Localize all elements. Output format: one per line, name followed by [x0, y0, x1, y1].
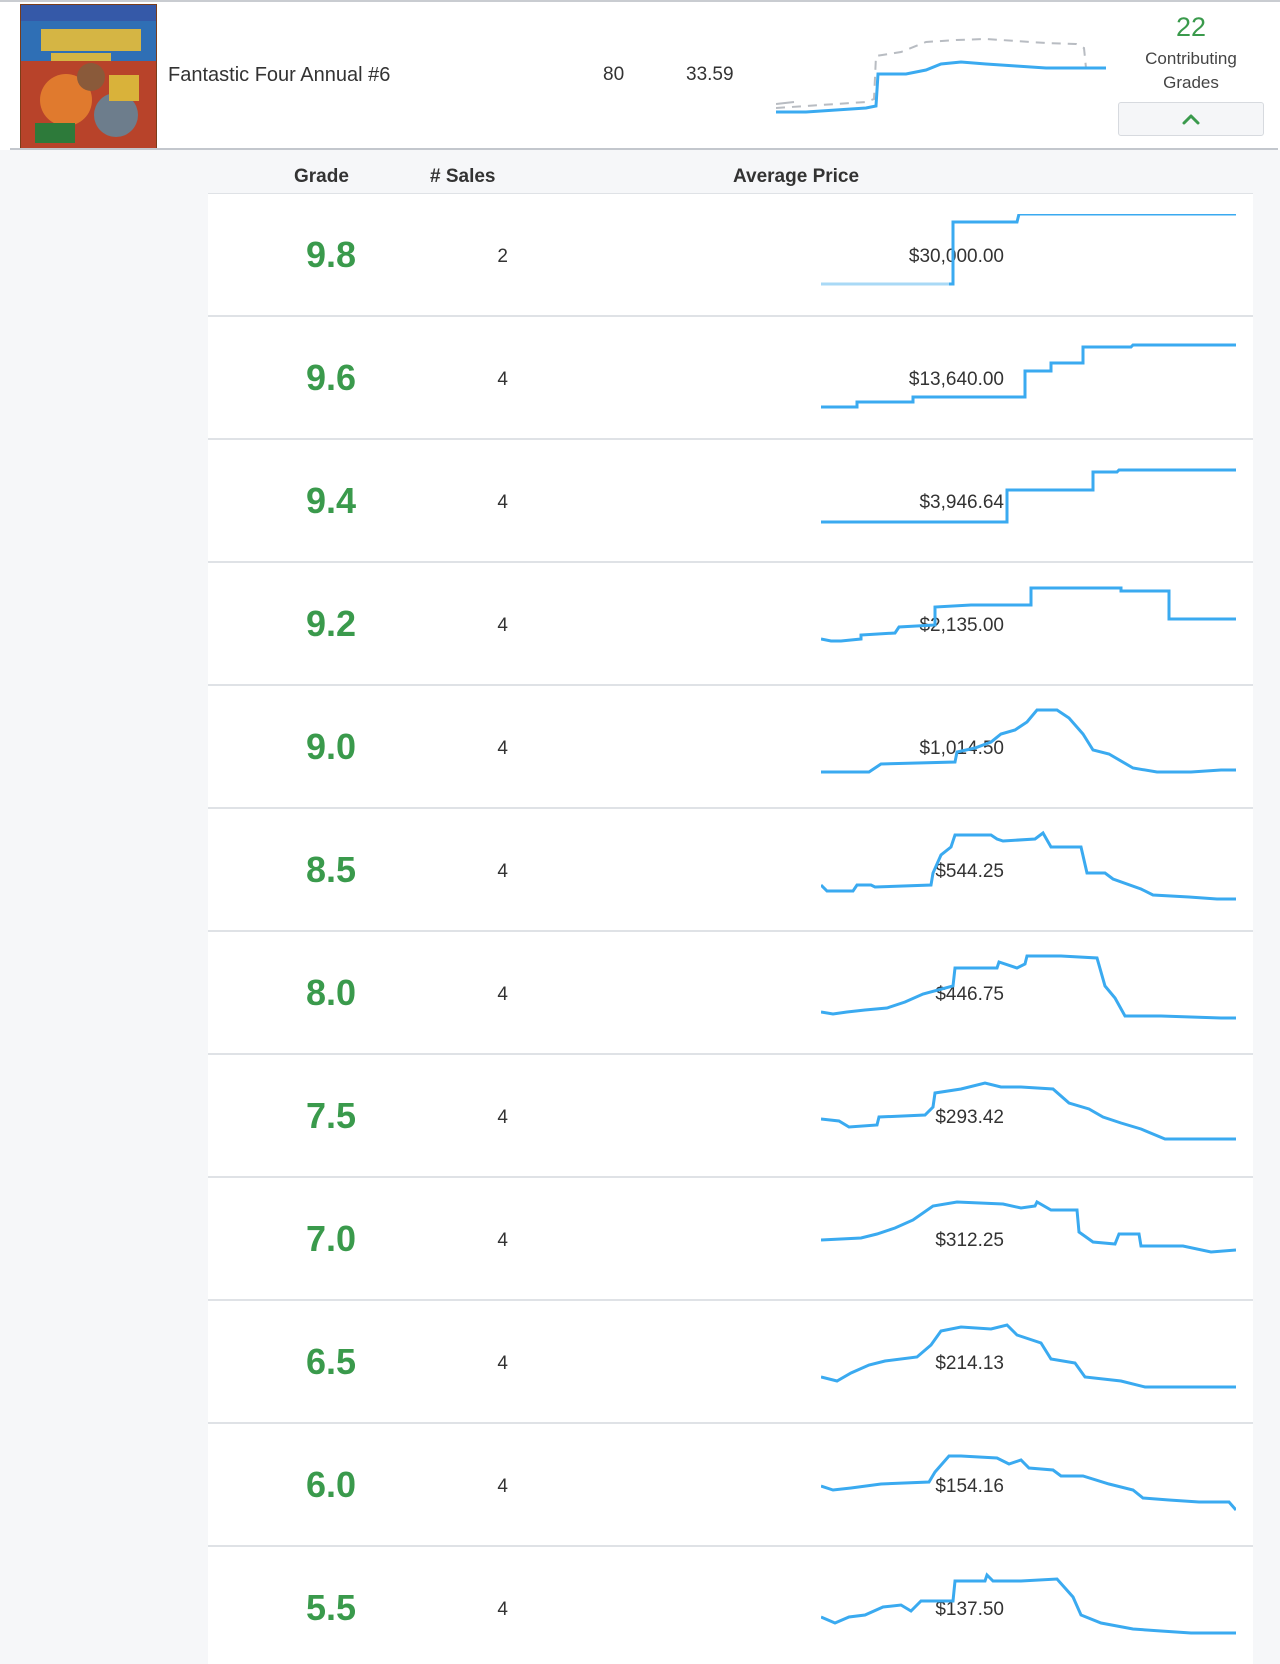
grade-sparkline	[821, 468, 1236, 524]
grade-average-price: $3,946.64	[919, 492, 1004, 513]
grade-sparkline	[821, 343, 1236, 409]
grade-row[interactable]: 7.5 4 $293.42	[208, 1055, 1253, 1178]
grade-row[interactable]: 9.8 2 $30,000.00	[208, 194, 1253, 317]
contributing-grades: 22 Contributing Grades	[1118, 12, 1264, 95]
grade-value: 9.4	[305, 480, 356, 521]
grade-sales-count: 4	[497, 1230, 508, 1251]
comic-title[interactable]: Fantastic Four Annual #6	[168, 64, 391, 86]
grade-row[interactable]: 8.5 4 $544.25	[208, 809, 1253, 932]
summary-divider	[10, 148, 1278, 150]
header-sales: # Sales	[430, 166, 496, 187]
grade-average-price: $1,014.50	[919, 738, 1004, 759]
grade-sparkline	[821, 1199, 1236, 1254]
grade-value: 6.0	[305, 1464, 356, 1505]
grade-value: 6.5	[305, 1341, 356, 1382]
grade-sales-count: 4	[497, 1599, 508, 1620]
comic-cover-thumbnail[interactable]	[20, 4, 157, 150]
comic-summary-row[interactable]: Fantastic Four Annual #6 80 33.59 22 Con…	[0, 2, 1280, 150]
grade-sales-count: 4	[497, 615, 508, 636]
grade-row[interactable]: 9.4 4 $3,946.64	[208, 440, 1253, 563]
grade-row[interactable]: 9.6 4 $13,640.00	[208, 317, 1253, 440]
grade-value: 9.8	[305, 234, 356, 275]
grade-value: 7.0	[305, 1218, 356, 1259]
grade-average-price: $2,135.00	[919, 615, 1004, 636]
header-grade: Grade	[294, 166, 349, 187]
grade-average-price: $446.75	[935, 984, 1004, 1005]
contributing-grades-count: 22	[1175, 12, 1207, 42]
grade-sales-count: 4	[497, 738, 508, 759]
top-rule	[0, 0, 1280, 2]
grade-average-price: $214.13	[935, 1353, 1004, 1374]
total-sales-count: 80	[603, 64, 625, 85]
summary-price-sparkline	[776, 37, 1106, 114]
grade-sparkline	[821, 1572, 1236, 1635]
grade-sales-count: 4	[497, 984, 508, 1005]
table-header: Grade # Sales Average Price	[208, 150, 1253, 194]
grade-sparkline	[821, 954, 1236, 1020]
grade-sales-count: 2	[497, 246, 508, 267]
grade-average-price: $13,640.00	[908, 369, 1004, 390]
grade-value: 8.5	[305, 849, 356, 890]
grade-average-price: $154.16	[935, 1476, 1004, 1497]
grade-average-price: $544.25	[935, 861, 1004, 882]
grade-sparkline	[821, 586, 1236, 643]
contributing-grades-label: Contributing Grades	[1145, 49, 1237, 92]
grade-average-price: $30,000.00	[908, 246, 1004, 267]
collapse-grades-button[interactable]	[1118, 102, 1264, 136]
grade-sparkline	[821, 1081, 1236, 1141]
grade-sales-count: 4	[497, 861, 508, 882]
grade-value: 9.6	[305, 357, 356, 398]
grade-sparkline	[821, 708, 1236, 774]
grade-row[interactable]: 8.0 4 $446.75	[208, 932, 1253, 1055]
grade-sales-count: 4	[497, 1107, 508, 1128]
grade-breakdown-table: Grade # Sales Average Price 9.8 2 $30,00…	[208, 150, 1253, 1664]
average-price-value: 33.59	[686, 64, 734, 85]
grade-sales-count: 4	[497, 1353, 508, 1374]
grade-sparkline	[821, 830, 1236, 901]
grade-sales-count: 4	[497, 369, 508, 390]
grade-sparkline	[821, 1454, 1236, 1511]
chevron-up-icon	[1182, 114, 1200, 125]
header-average-price: Average Price	[733, 166, 860, 187]
grade-sales-count: 4	[497, 492, 508, 513]
comic-cover-art	[21, 5, 156, 149]
grade-average-price: $137.50	[935, 1599, 1004, 1620]
grade-value: 8.0	[305, 972, 356, 1013]
grade-value: 7.5	[305, 1095, 356, 1136]
grade-row[interactable]: 5.5 4 $137.50	[208, 1547, 1253, 1664]
grade-row[interactable]: 9.0 4 $1,014.50	[208, 686, 1253, 809]
grade-value: 5.5	[305, 1587, 356, 1628]
grade-sparkline	[821, 1323, 1236, 1389]
grade-row[interactable]: 6.0 4 $154.16	[208, 1424, 1253, 1547]
grade-row[interactable]: 6.5 4 $214.13	[208, 1301, 1253, 1424]
grade-sparkline	[821, 214, 1236, 286]
grade-value: 9.2	[305, 603, 356, 644]
grade-row[interactable]: 7.0 4 $312.25	[208, 1178, 1253, 1301]
grade-row[interactable]: 9.2 4 $2,135.00	[208, 563, 1253, 686]
grade-sales-count: 4	[497, 1476, 508, 1497]
grade-average-price: $293.42	[935, 1107, 1004, 1128]
grade-average-price: $312.25	[935, 1230, 1004, 1251]
grade-value: 9.0	[305, 726, 356, 767]
